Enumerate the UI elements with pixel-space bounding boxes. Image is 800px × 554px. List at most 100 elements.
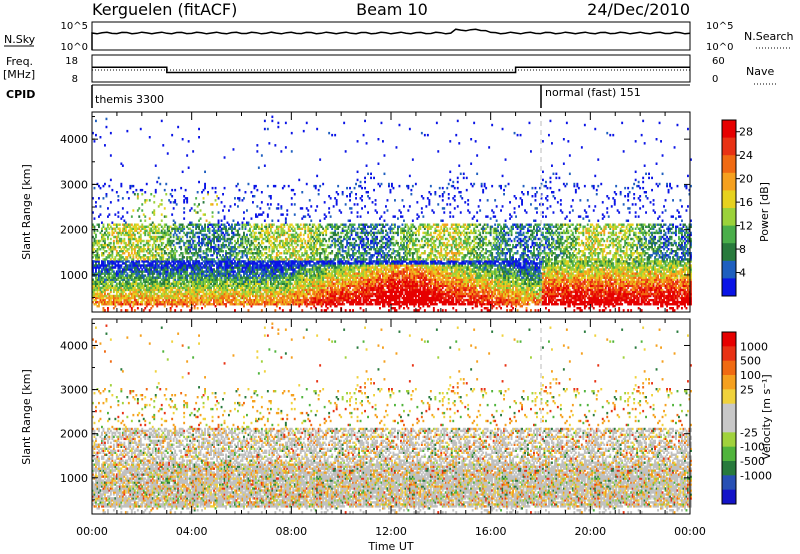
power-cell: [179, 232, 181, 234]
power-cell: [310, 307, 312, 309]
power-cell: [120, 299, 122, 301]
power-cell: [182, 252, 184, 254]
power-cell: [218, 211, 220, 213]
power-cell: [268, 232, 270, 234]
power-cell: [280, 150, 282, 152]
power-cell: [192, 230, 194, 232]
power-cell: [291, 224, 293, 226]
power-cell: [206, 234, 208, 236]
power-cell: [110, 179, 112, 181]
power-cell: [264, 165, 266, 167]
power-cell: [280, 252, 282, 254]
power-cell: [222, 299, 224, 301]
power-cell: [95, 201, 97, 203]
power-cell: [206, 220, 208, 222]
power-cell: [188, 140, 190, 142]
power-cell: [113, 232, 115, 234]
freq-tick-bottom: 8: [72, 74, 78, 85]
power-cell: [116, 191, 118, 193]
power-cell: [144, 191, 146, 193]
power-cell: [242, 226, 244, 228]
power-cell: [254, 256, 256, 258]
power-cell: [277, 126, 279, 128]
power-cell: [192, 150, 194, 152]
power-cell: [185, 242, 187, 244]
power-cell: [170, 309, 172, 311]
power-cell: [128, 252, 130, 254]
power-cell: [313, 270, 315, 272]
power-cell: [248, 238, 250, 240]
power-cell: [291, 203, 293, 205]
power-cell: [140, 128, 142, 130]
power-cell: [230, 205, 232, 207]
power-cell: [271, 116, 273, 118]
power-cell: [162, 242, 164, 244]
power-cell: [159, 183, 161, 185]
power-cell: [143, 309, 145, 311]
power-cell: [134, 234, 136, 236]
nsky-label: N.Sky: [4, 33, 36, 46]
power-cell: [291, 150, 293, 152]
power-cell: [316, 175, 318, 177]
power-cell: [159, 224, 161, 226]
power-cell: [264, 128, 266, 130]
power-cell: [322, 183, 324, 185]
power-cell: [255, 185, 257, 187]
power-cell: [234, 203, 236, 205]
power-cell: [318, 248, 320, 250]
power-cell: [161, 220, 163, 222]
power-cell: [254, 195, 256, 197]
power-cell: [117, 211, 119, 213]
power-cell: [304, 240, 306, 242]
power-cell: [113, 240, 115, 242]
power-cell: [280, 256, 282, 258]
power-cell: [141, 209, 143, 211]
power-cell: [242, 242, 244, 244]
power-cell: [141, 193, 143, 195]
power-cell: [197, 307, 199, 309]
power-cell: [213, 268, 215, 270]
power-cell: [267, 281, 269, 283]
power-cell: [153, 224, 155, 226]
power-cell: [300, 232, 302, 234]
power-cell: [182, 138, 184, 140]
power-cell: [310, 205, 312, 207]
power-cell: [316, 128, 318, 130]
power-cell: [162, 254, 164, 256]
power-cell: [256, 144, 258, 146]
power-cell: [100, 213, 102, 215]
power-cell: [100, 136, 102, 138]
power-cell: [298, 179, 300, 181]
power-cell: [215, 199, 217, 201]
power-cell: [207, 254, 209, 256]
power-cell: [225, 226, 227, 228]
power-cell: [113, 242, 115, 244]
power-cell: [100, 205, 102, 207]
power-cell: [198, 220, 200, 222]
power-cell: [316, 254, 318, 256]
power-cell: [291, 132, 293, 134]
power-cell: [153, 209, 155, 211]
power-cell: [304, 226, 306, 228]
power-cell: [95, 234, 97, 236]
power-cell: [137, 224, 139, 226]
power-cell: [233, 236, 235, 238]
power-cell: [294, 203, 296, 205]
power-cell: [137, 197, 139, 199]
power-cell: [141, 224, 143, 226]
power-cell: [327, 287, 329, 289]
power-cell: [111, 254, 113, 256]
power-cell: [155, 254, 157, 256]
power-cell: [129, 254, 131, 256]
power-cell: [218, 220, 220, 222]
power-cell: [234, 197, 236, 199]
power-cell: [224, 205, 226, 207]
power-cell: [174, 277, 176, 279]
power-cell: [95, 205, 97, 207]
power-cell: [319, 220, 321, 222]
power-cell: [283, 230, 285, 232]
power-cell: [165, 193, 167, 195]
power-cell: [325, 215, 327, 217]
power-cell: [103, 185, 105, 187]
power-cell: [165, 215, 167, 217]
